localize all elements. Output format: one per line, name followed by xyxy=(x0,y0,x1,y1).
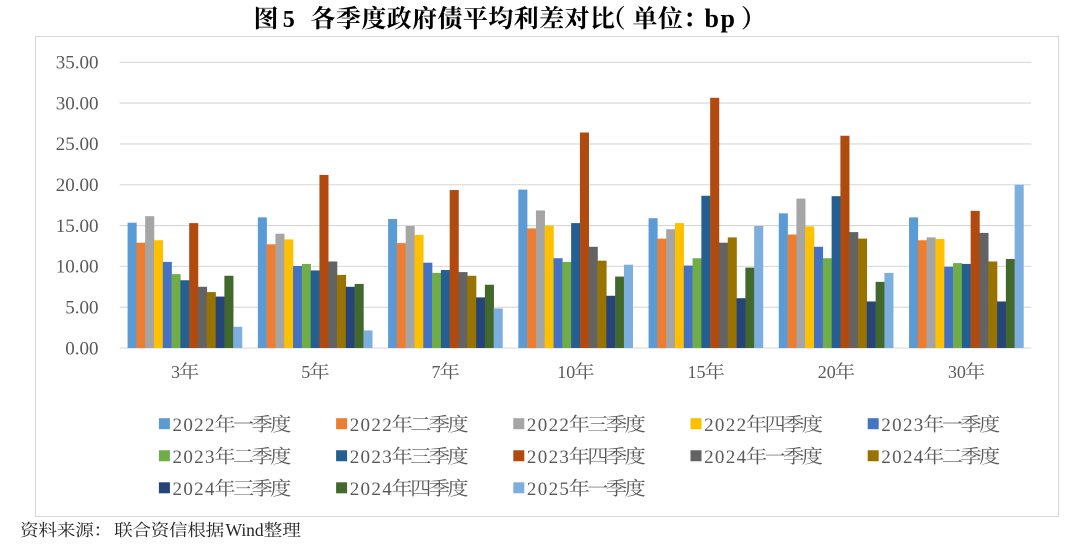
svg-text:2022: 2022 xyxy=(173,415,215,436)
svg-text:2022: 2022 xyxy=(350,415,392,436)
svg-text:Wind: Wind xyxy=(226,520,264,540)
svg-text:35.00: 35.00 xyxy=(56,53,99,74)
svg-text:0.00: 0.00 xyxy=(65,338,98,359)
svg-text:2023: 2023 xyxy=(350,447,392,468)
svg-text:15.00: 15.00 xyxy=(56,216,99,237)
svg-text:20: 20 xyxy=(818,362,836,382)
svg-text:30.00: 30.00 xyxy=(56,93,99,114)
svg-text:bp: bp xyxy=(705,4,737,33)
svg-text:2024: 2024 xyxy=(173,479,216,500)
svg-text:2024: 2024 xyxy=(704,447,747,468)
svg-text:2022: 2022 xyxy=(527,415,569,436)
svg-text:15: 15 xyxy=(687,362,705,382)
svg-text:2023: 2023 xyxy=(881,415,923,436)
svg-text:2022: 2022 xyxy=(704,415,746,436)
svg-text:2024: 2024 xyxy=(881,447,924,468)
svg-text:20.00: 20.00 xyxy=(56,175,99,196)
svg-text:3: 3 xyxy=(171,362,180,382)
svg-text:2023: 2023 xyxy=(173,447,215,468)
svg-text:30: 30 xyxy=(948,362,966,382)
svg-text:25.00: 25.00 xyxy=(56,134,99,155)
svg-text:7: 7 xyxy=(431,362,440,382)
svg-text:2025: 2025 xyxy=(527,479,569,500)
svg-text:5.00: 5.00 xyxy=(65,297,98,318)
svg-text:2024: 2024 xyxy=(350,479,393,500)
svg-text:10.00: 10.00 xyxy=(56,257,99,278)
svg-text:10: 10 xyxy=(557,362,575,382)
svg-text:5: 5 xyxy=(283,7,295,33)
svg-text:2023: 2023 xyxy=(527,447,569,468)
svg-text:5: 5 xyxy=(301,362,310,382)
